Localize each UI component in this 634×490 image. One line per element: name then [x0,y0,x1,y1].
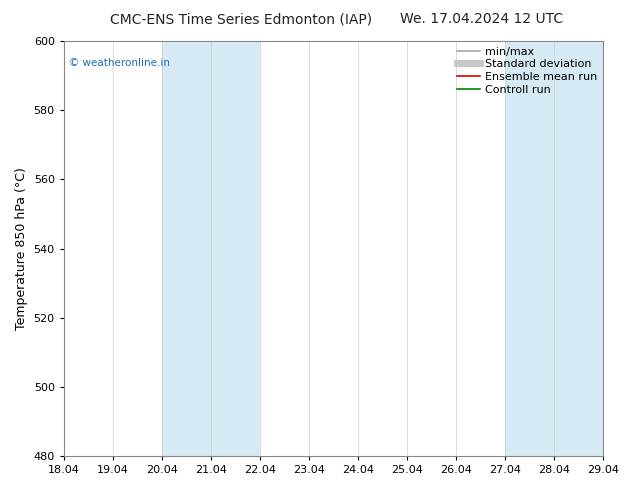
Legend: min/max, Standard deviation, Ensemble mean run, Controll run: min/max, Standard deviation, Ensemble me… [457,47,597,95]
Bar [505,41,603,456]
Text: We. 17.04.2024 12 UTC: We. 17.04.2024 12 UTC [400,12,564,26]
Y-axis label: Temperature 850 hPa (°C): Temperature 850 hPa (°C) [15,167,28,330]
Text: © weatheronline.in: © weatheronline.in [69,58,170,68]
Bar [162,41,260,456]
Text: CMC-ENS Time Series Edmonton (IAP): CMC-ENS Time Series Edmonton (IAP) [110,12,372,26]
